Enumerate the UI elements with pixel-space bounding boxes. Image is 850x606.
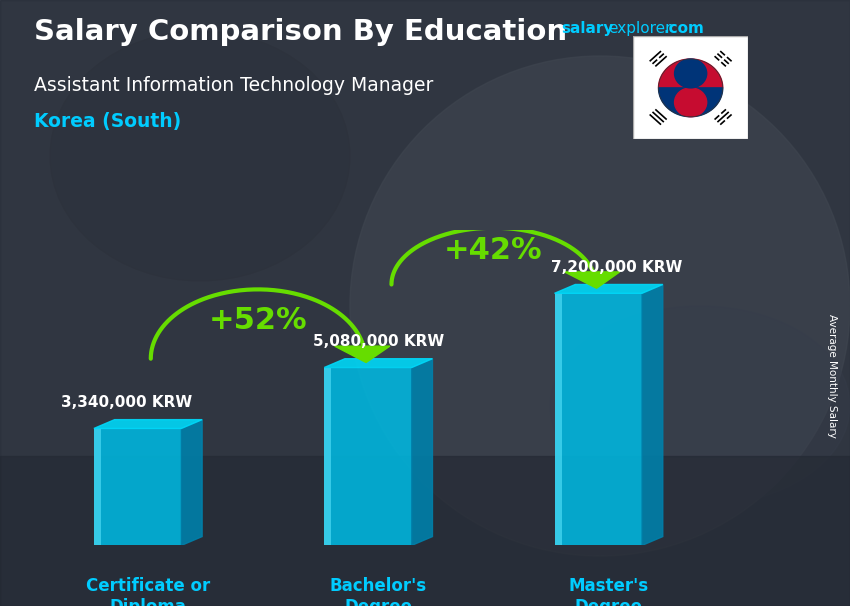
Bar xyxy=(554,293,562,545)
Text: explorer: explorer xyxy=(608,21,672,36)
Circle shape xyxy=(659,59,722,117)
Text: Salary Comparison By Education: Salary Comparison By Education xyxy=(34,18,567,46)
Polygon shape xyxy=(659,88,722,117)
Ellipse shape xyxy=(550,306,850,506)
Circle shape xyxy=(675,59,706,88)
Text: 5,080,000 KRW: 5,080,000 KRW xyxy=(313,335,444,349)
Ellipse shape xyxy=(350,56,850,556)
Text: +42%: +42% xyxy=(445,236,543,265)
Bar xyxy=(94,428,101,545)
Bar xyxy=(324,367,332,545)
Polygon shape xyxy=(411,359,433,545)
Text: 3,340,000 KRW: 3,340,000 KRW xyxy=(60,395,192,410)
Bar xyxy=(0,456,850,606)
Text: +52%: +52% xyxy=(209,306,308,335)
Circle shape xyxy=(675,88,706,117)
Text: Assistant Information Technology Manager: Assistant Information Technology Manager xyxy=(34,76,434,95)
Text: Bachelor's
Degree: Bachelor's Degree xyxy=(330,577,427,606)
Polygon shape xyxy=(335,346,390,362)
Text: Average Monthly Salary: Average Monthly Salary xyxy=(827,314,837,438)
Bar xyxy=(554,293,642,545)
Bar xyxy=(94,428,181,545)
Polygon shape xyxy=(554,284,663,293)
Text: Korea (South): Korea (South) xyxy=(34,112,181,131)
Text: .com: .com xyxy=(664,21,705,36)
Text: Master's
Degree: Master's Degree xyxy=(569,577,649,606)
Polygon shape xyxy=(181,419,202,545)
Text: 7,200,000 KRW: 7,200,000 KRW xyxy=(551,260,683,275)
Polygon shape xyxy=(324,359,433,367)
Polygon shape xyxy=(659,59,722,88)
Ellipse shape xyxy=(50,31,350,281)
Polygon shape xyxy=(564,272,620,288)
Bar xyxy=(324,367,411,545)
Text: salary: salary xyxy=(561,21,614,36)
Polygon shape xyxy=(94,419,202,428)
Polygon shape xyxy=(642,284,663,545)
Text: Certificate or
Diploma: Certificate or Diploma xyxy=(86,577,210,606)
